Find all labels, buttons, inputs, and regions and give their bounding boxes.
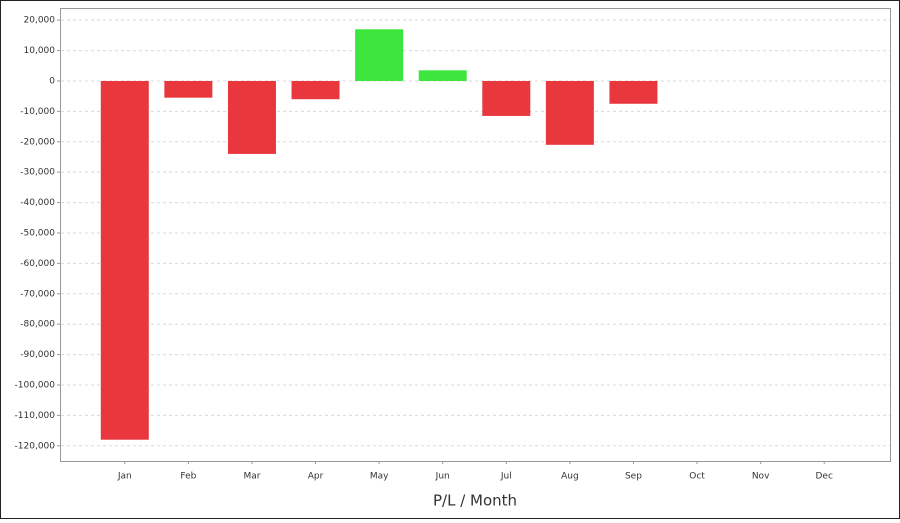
- bar: [291, 80, 340, 100]
- bar: [100, 80, 149, 440]
- x-tick-label: Sep: [625, 472, 642, 482]
- y-tick-label: -30,000: [20, 168, 55, 178]
- bar: [545, 80, 594, 145]
- y-tick-label: -40,000: [20, 198, 55, 208]
- y-tick-label: -50,000: [20, 228, 55, 238]
- y-tick-label: -90,000: [20, 350, 55, 360]
- y-tick-label: -100,000: [15, 380, 56, 390]
- chart-title: P/L / Month: [433, 492, 517, 510]
- y-tick-label: 0: [49, 76, 55, 86]
- y-tick-label: 10,000: [24, 46, 56, 56]
- x-tick-label: Mar: [243, 472, 260, 482]
- bar: [418, 70, 467, 81]
- bar: [355, 29, 404, 81]
- x-tick-label: Feb: [180, 472, 196, 482]
- bar: [609, 80, 658, 104]
- x-tick-label: Nov: [752, 472, 770, 482]
- x-tick-label: Oct: [689, 472, 705, 482]
- y-tick-label: -120,000: [15, 441, 56, 451]
- y-tick-label: -80,000: [20, 320, 55, 330]
- bar: [482, 80, 531, 116]
- x-tick-label: Dec: [815, 472, 832, 482]
- x-tick-label: Aug: [561, 472, 579, 482]
- x-tick-label: Jun: [435, 472, 450, 482]
- bar: [227, 80, 276, 154]
- x-tick-label: Apr: [308, 472, 324, 482]
- x-tick-label: May: [370, 472, 389, 482]
- x-tick-label: Jul: [500, 472, 512, 482]
- y-tick-label: -60,000: [20, 259, 55, 269]
- y-tick-label: 20,000: [24, 16, 56, 26]
- x-tick-label: Jan: [117, 472, 132, 482]
- plot-area: [60, 8, 891, 462]
- y-tick-label: -70,000: [20, 289, 55, 299]
- y-tick-label: -110,000: [15, 411, 56, 421]
- y-tick-label: -10,000: [20, 107, 55, 117]
- y-tick-label: -20,000: [20, 137, 55, 147]
- bar: [164, 80, 213, 98]
